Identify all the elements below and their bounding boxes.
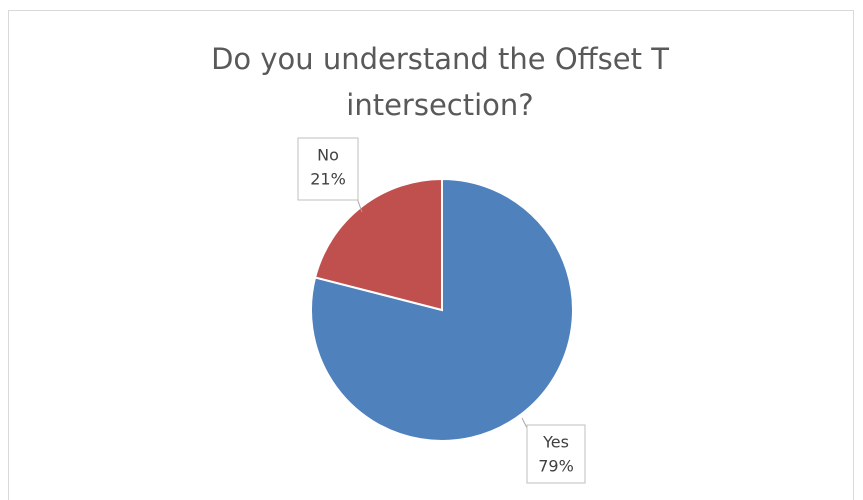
data-label-value: 79% xyxy=(538,457,574,476)
data-label-category: No xyxy=(317,146,339,165)
data-label-box xyxy=(297,137,359,201)
pie-slice xyxy=(313,177,443,312)
chart-title: Do you understand the Offset T intersect… xyxy=(211,42,669,122)
data-label-value: 21% xyxy=(310,170,346,189)
chart-frame xyxy=(8,10,854,500)
data-label-box xyxy=(526,424,586,484)
data-label-category: Yes xyxy=(542,433,569,452)
